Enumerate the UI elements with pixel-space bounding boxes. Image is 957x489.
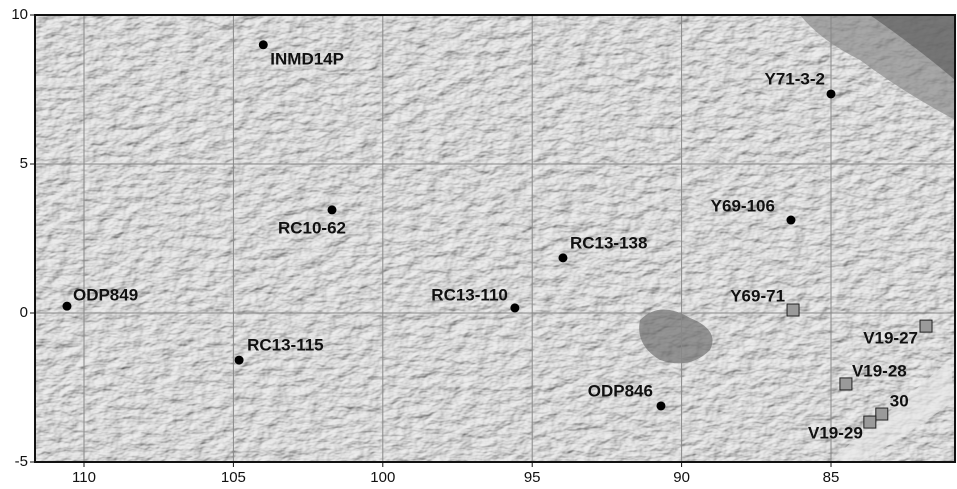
site-marker: [235, 356, 244, 365]
y-tick-label: 5: [20, 155, 28, 172]
x-tick-label: 105: [221, 469, 246, 486]
site-marker: [259, 40, 268, 49]
site-label: Y71-3-2: [765, 69, 825, 88]
site-label: ODP846: [588, 381, 653, 400]
site-label: Y69-71: [730, 287, 785, 306]
x-tick-label: 100: [370, 469, 395, 486]
site-marker: [786, 216, 795, 225]
site-marker: [328, 205, 337, 214]
site-marker: [510, 303, 519, 312]
site-marker: [920, 320, 932, 332]
site-label: 30: [890, 392, 909, 411]
x-tick-label: 95: [524, 469, 541, 486]
site-marker: [876, 408, 888, 420]
site-label: RC13-138: [570, 233, 648, 252]
site-label: INMD14P: [270, 49, 344, 68]
x-tick-label: 110: [72, 469, 96, 486]
site-label: V19-27: [863, 329, 918, 348]
site-marker: [826, 89, 835, 98]
site-marker: [840, 378, 852, 390]
site-label: RC10-62: [278, 218, 346, 237]
site-label: ODP849: [73, 286, 138, 305]
site-marker: [864, 416, 876, 428]
site-label: Y69-106: [711, 197, 775, 216]
y-tick-label: 10: [11, 6, 28, 23]
site-marker: [62, 302, 71, 311]
site-label: RC13-110: [431, 285, 508, 304]
site-marker: [558, 253, 567, 262]
site-label: V19-28: [852, 361, 907, 380]
y-tick-label: -5: [15, 453, 28, 470]
y-tick-label: 0: [20, 304, 28, 321]
site-marker: [656, 401, 665, 410]
map: 110 105 100 95 90 85 -5 0 5 10 INMD14P Y71-3-2 RC10…: [0, 0, 957, 489]
x-tick-label: 90: [673, 469, 690, 486]
site-label: V19-29: [808, 424, 863, 443]
x-tick-label: 85: [823, 469, 840, 486]
site-marker: [787, 304, 799, 316]
site-label: RC13-115: [247, 336, 324, 355]
